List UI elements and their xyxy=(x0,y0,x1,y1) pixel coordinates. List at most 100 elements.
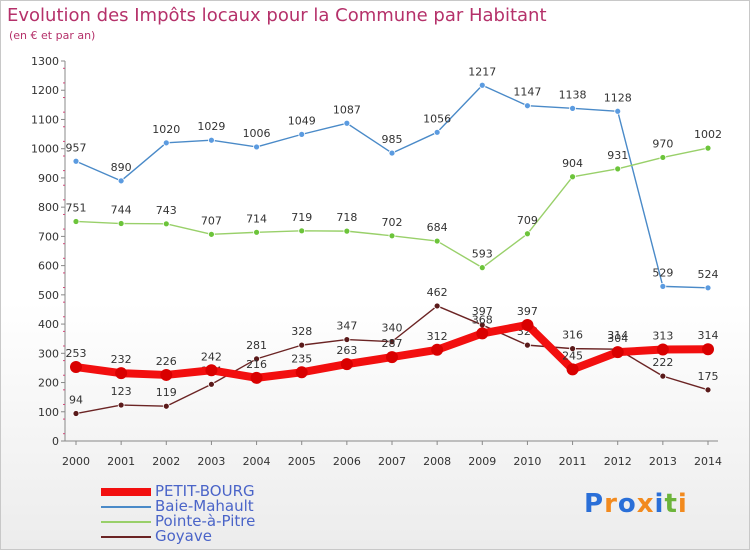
x-tick-label: 2000 xyxy=(62,455,90,468)
data-label-pointe-a-pitre: 970 xyxy=(652,137,673,150)
data-point-goyave xyxy=(298,341,306,349)
data-label-goyave: 316 xyxy=(562,329,583,342)
legend-swatch-baie-mahault xyxy=(101,506,151,508)
data-label-petit-bourg: 304 xyxy=(607,332,628,345)
data-point-pointe-a-pitre xyxy=(478,264,486,272)
data-label-baie-mahault: 1049 xyxy=(288,114,316,127)
data-label-petit-bourg: 253 xyxy=(66,347,87,360)
data-point-goyave xyxy=(704,386,712,394)
x-tick-label: 2014 xyxy=(694,455,722,468)
data-label-petit-bourg: 245 xyxy=(562,349,583,362)
x-tick-label: 2013 xyxy=(649,455,677,468)
y-tick-label: 400 xyxy=(38,318,59,331)
data-label-pointe-a-pitre: 931 xyxy=(607,149,628,162)
x-tick-label: 2001 xyxy=(107,455,135,468)
chart-title: Evolution des Impôts locaux pour la Comm… xyxy=(7,5,547,26)
legend-label-baie-mahault: Baie-Mahault xyxy=(155,497,254,515)
y-tick-label: 700 xyxy=(38,230,59,243)
y-tick-label: 1100 xyxy=(31,113,59,126)
data-label-goyave: 119 xyxy=(156,386,177,399)
data-point-petit-bourg xyxy=(702,343,714,356)
data-point-petit-bourg xyxy=(340,358,353,371)
data-point-pointe-a-pitre xyxy=(117,220,125,227)
data-label-baie-mahault: 985 xyxy=(382,133,403,146)
x-tick-label: 2008 xyxy=(423,455,451,468)
data-label-petit-bourg: 313 xyxy=(652,330,673,343)
data-point-goyave xyxy=(433,302,441,310)
data-label-petit-bourg: 287 xyxy=(382,337,403,350)
data-point-goyave xyxy=(524,341,531,349)
data-point-baie-mahault xyxy=(253,143,260,151)
data-point-goyave xyxy=(343,336,351,343)
data-point-petit-bourg xyxy=(431,343,444,356)
data-point-petit-bourg xyxy=(656,343,669,356)
data-label-pointe-a-pitre: 593 xyxy=(472,248,493,261)
data-point-pointe-a-pitre xyxy=(253,228,260,236)
data-label-pointe-a-pitre: 718 xyxy=(336,211,357,224)
data-label-baie-mahault: 1006 xyxy=(243,127,271,140)
legend-swatch-pointe-a-pitre xyxy=(101,521,151,523)
data-point-petit-bourg xyxy=(521,318,534,331)
data-label-petit-bourg: 263 xyxy=(336,344,357,357)
data-point-pointe-a-pitre xyxy=(162,220,170,228)
data-label-pointe-a-pitre: 744 xyxy=(111,204,132,217)
data-point-baie-mahault xyxy=(614,107,622,115)
logo-letter-i2: i xyxy=(677,489,688,519)
data-point-baie-mahault xyxy=(343,119,351,127)
data-label-baie-mahault: 1056 xyxy=(423,112,451,125)
y-tick-label: 800 xyxy=(38,201,59,214)
data-label-goyave: 222 xyxy=(652,356,673,369)
data-label-goyave: 94 xyxy=(69,394,83,407)
y-tick-label: 1000 xyxy=(31,143,59,156)
data-point-pointe-a-pitre xyxy=(659,154,667,161)
x-tick-label: 2002 xyxy=(152,455,180,468)
data-point-baie-mahault xyxy=(298,130,306,138)
series-baie-mahault: 957 890 1020 1029 1006 1049 1087 985 1056 1217 114… xyxy=(66,65,719,292)
data-label-goyave: 340 xyxy=(382,322,403,335)
data-label-pointe-a-pitre: 714 xyxy=(246,212,267,225)
data-point-baie-mahault xyxy=(569,104,576,112)
x-tick-label: 2010 xyxy=(513,455,541,468)
data-point-goyave xyxy=(208,380,215,388)
y-tick-label: 600 xyxy=(38,260,59,273)
data-point-goyave xyxy=(659,372,667,380)
data-label-baie-mahault: 1087 xyxy=(333,103,361,116)
data-label-baie-mahault: 1128 xyxy=(604,91,632,104)
data-point-baie-mahault xyxy=(162,139,170,147)
data-label-baie-mahault: 529 xyxy=(652,266,673,279)
data-label-goyave: 462 xyxy=(427,286,448,299)
x-tick-label: 2005 xyxy=(288,455,316,468)
legend-label-petit-bourg: PETIT-BOURG xyxy=(155,482,255,500)
data-point-goyave xyxy=(72,410,80,417)
data-label-goyave: 123 xyxy=(111,385,132,398)
data-label-pointe-a-pitre: 904 xyxy=(562,157,583,170)
data-point-baie-mahault xyxy=(704,284,712,292)
data-label-pointe-a-pitre: 1002 xyxy=(694,128,722,141)
data-label-pointe-a-pitre: 702 xyxy=(382,216,403,229)
logo-letter-p: P xyxy=(584,489,605,519)
data-point-pointe-a-pitre xyxy=(569,173,576,181)
series-line-baie-mahault xyxy=(75,84,709,289)
data-point-pointe-a-pitre xyxy=(388,232,396,240)
y-tick-label: 1300 xyxy=(31,55,59,68)
data-point-petit-bourg xyxy=(160,368,173,381)
data-label-petit-bourg: 235 xyxy=(291,352,312,365)
y-tick-label: 0 xyxy=(52,435,59,448)
data-label-goyave: 175 xyxy=(698,370,719,383)
data-point-petit-bourg xyxy=(295,366,308,379)
data-point-baie-mahault xyxy=(117,177,125,185)
data-label-baie-mahault: 1020 xyxy=(152,123,180,136)
data-point-pointe-a-pitre xyxy=(704,144,712,152)
data-label-pointe-a-pitre: 707 xyxy=(201,214,222,227)
series-goyave: 9412311919428132834734046239732831631422… xyxy=(69,286,719,417)
data-point-goyave xyxy=(117,401,125,409)
data-point-petit-bourg xyxy=(611,346,624,359)
data-label-baie-mahault: 890 xyxy=(111,161,132,174)
data-label-pointe-a-pitre: 743 xyxy=(156,204,177,217)
data-label-petit-bourg: 242 xyxy=(201,350,222,363)
data-point-pointe-a-pitre xyxy=(208,230,215,238)
data-label-petit-bourg: 232 xyxy=(111,353,132,366)
data-label-pointe-a-pitre: 751 xyxy=(66,201,87,214)
